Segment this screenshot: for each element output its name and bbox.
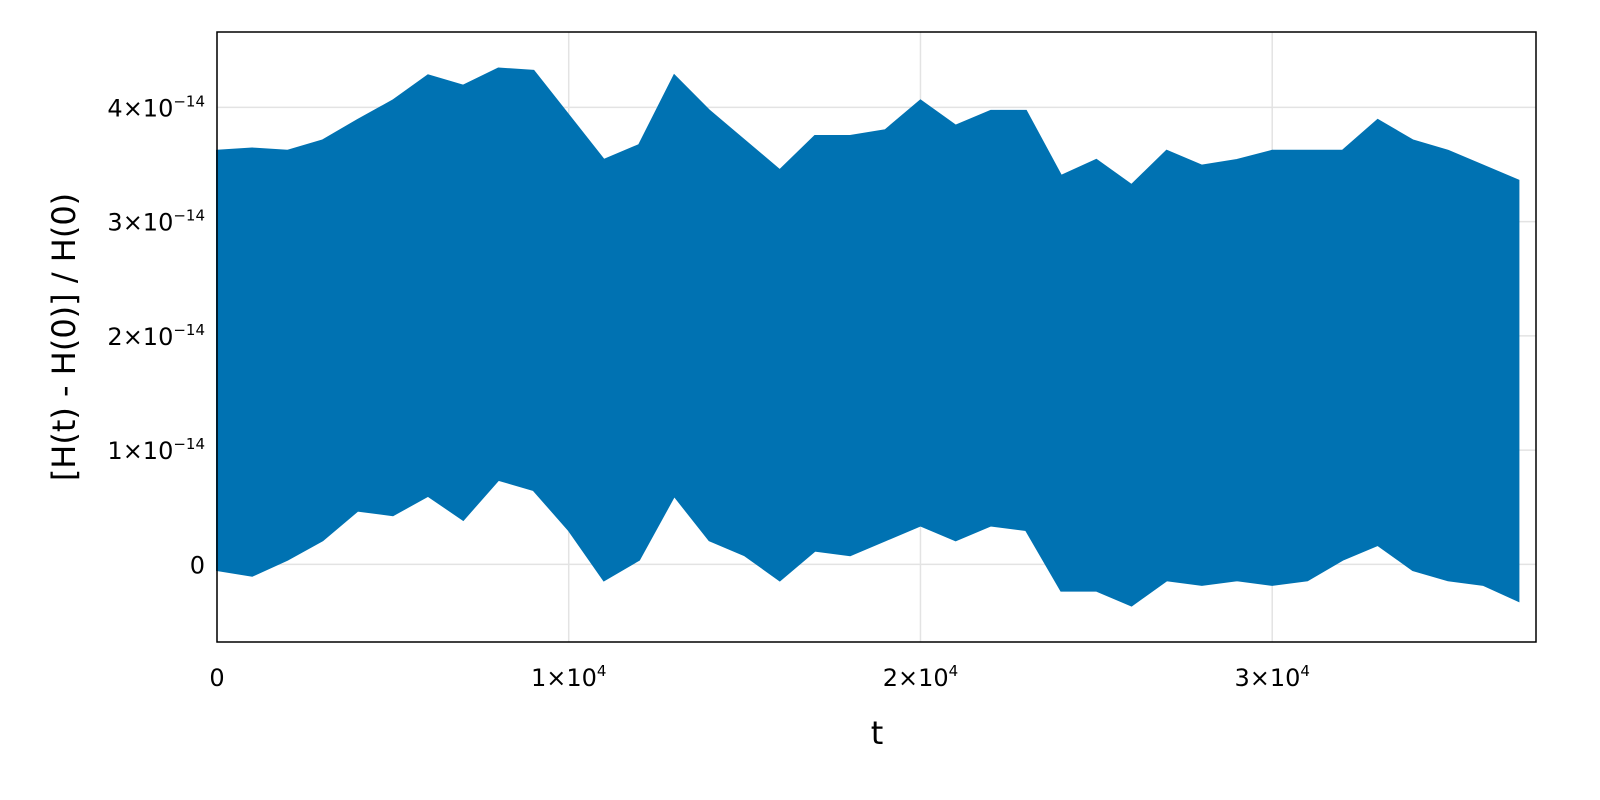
y-tick-label: 1×10−14 — [107, 435, 205, 465]
y-tick-label: 2×10−14 — [107, 321, 205, 351]
tick-label-base: 4×10 — [107, 94, 173, 122]
x-tick-label: 1×104 — [531, 662, 606, 692]
tick-label-base: 1×10 — [107, 437, 173, 465]
y-tick-label: 3×10−14 — [107, 207, 205, 237]
tick-label-exponent: 4 — [1300, 662, 1310, 680]
tick-label-base: 1×10 — [531, 664, 597, 692]
x-tick-label: 3×104 — [1234, 662, 1309, 692]
tick-label-base: 3×10 — [107, 209, 173, 237]
band-area — [216, 67, 1520, 607]
tick-label-base: 2×10 — [107, 323, 173, 351]
tick-label-base: 3×10 — [1234, 664, 1300, 692]
x-axis-label: t — [871, 714, 884, 752]
tick-label-exponent: −14 — [173, 435, 205, 453]
tick-label-exponent: −14 — [173, 321, 205, 339]
y-axis-label: [H(t) - H(0)] / H(0) — [45, 193, 83, 481]
tick-label-exponent: −14 — [173, 92, 205, 110]
tick-label-exponent: 4 — [597, 662, 607, 680]
y-tick-label: 0 — [190, 551, 205, 579]
tick-label-exponent: 4 — [949, 662, 959, 680]
x-tick-label: 2×104 — [883, 662, 958, 692]
x-tick-label: 0 — [209, 664, 224, 692]
tick-label-exponent: −14 — [173, 207, 205, 225]
plot-frame — [216, 31, 1537, 643]
tick-label-base: 2×10 — [883, 664, 949, 692]
y-tick-label: 4×10−14 — [107, 92, 205, 122]
